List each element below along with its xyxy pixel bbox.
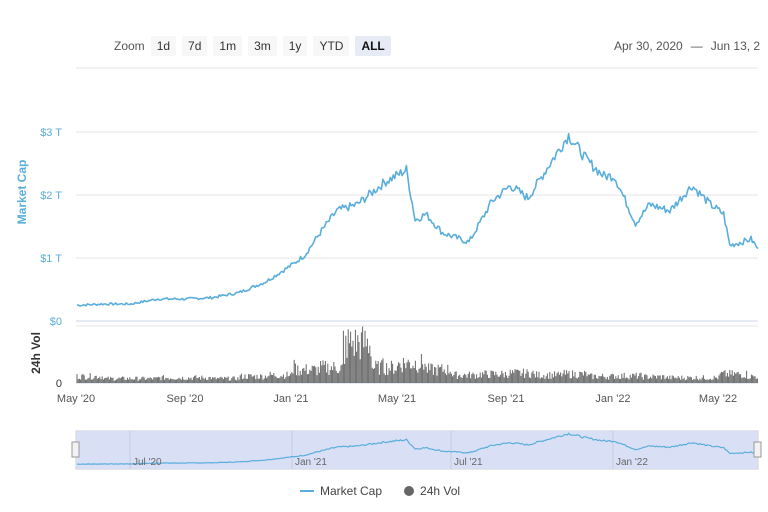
- volume-bars: [76, 326, 758, 383]
- x-tick-jan-22: Jan '22: [595, 393, 630, 405]
- navigator-tick-jul-20: Jul '20: [133, 457, 162, 468]
- zoom-toolbar: Zoom 1d 7d 1m 3m 1y YTD ALL: [114, 36, 397, 56]
- date-to[interactable]: Jun 13, 2: [710, 39, 761, 53]
- legend-volume-label: 24h Vol: [420, 484, 461, 498]
- date-from[interactable]: Apr 30, 2020: [614, 39, 683, 53]
- zoom-3m-button[interactable]: 3m: [248, 36, 277, 56]
- zoom-1d-button[interactable]: 1d: [150, 36, 177, 56]
- x-tick-sep-21: Sep '21: [488, 393, 525, 405]
- volume-tick-0: 0: [56, 378, 62, 390]
- y-axis-title: Market Cap: [15, 160, 29, 225]
- date-range: Apr 30, 2020 — Jun 13, 2: [614, 39, 760, 53]
- zoom-1y-button[interactable]: 1y: [282, 36, 308, 56]
- zoom-label: Zoom: [114, 39, 145, 53]
- zoom-7d-button[interactable]: 7d: [182, 36, 208, 56]
- navigator-right-handle[interactable]: [753, 441, 762, 458]
- x-tick-may-22: May '22: [699, 393, 737, 405]
- zoom-all-button[interactable]: ALL: [355, 36, 391, 56]
- y-tick-3t: $3 T: [40, 127, 62, 139]
- legend-volume[interactable]: 24h Vol: [404, 484, 460, 498]
- y-tick-0: $0: [50, 316, 62, 328]
- legend-market-cap-label: Market Cap: [320, 484, 383, 498]
- navigator-left-handle[interactable]: [71, 441, 80, 458]
- legend: Market Cap 24h Vol: [300, 484, 482, 498]
- zoom-1m-button[interactable]: 1m: [213, 36, 243, 56]
- x-tick-sep-20: Sep '20: [167, 393, 204, 405]
- volume-axis-title: 24h Vol: [29, 332, 43, 374]
- x-tick-may-21: May '21: [378, 393, 416, 405]
- y-tick-2t: $2 T: [40, 190, 62, 202]
- x-tick-jan-21: Jan '21: [273, 393, 308, 405]
- navigator-tick-jan-22: Jan '22: [616, 457, 648, 468]
- navigator-line: [76, 432, 759, 465]
- navigator-tick-jul-21: Jul '21: [454, 457, 483, 468]
- navigator-tick-jan-21: Jan '21: [295, 457, 327, 468]
- x-tick-may-20: May '20: [57, 393, 95, 405]
- zoom-ytd-button[interactable]: YTD: [313, 36, 350, 56]
- market-cap-line: [76, 132, 759, 307]
- legend-dot-icon: [404, 486, 415, 496]
- legend-market-cap[interactable]: Market Cap: [300, 484, 382, 498]
- legend-line-icon: [300, 490, 314, 492]
- y-tick-1t: $1 T: [40, 253, 62, 265]
- date-separator: —: [690, 39, 703, 53]
